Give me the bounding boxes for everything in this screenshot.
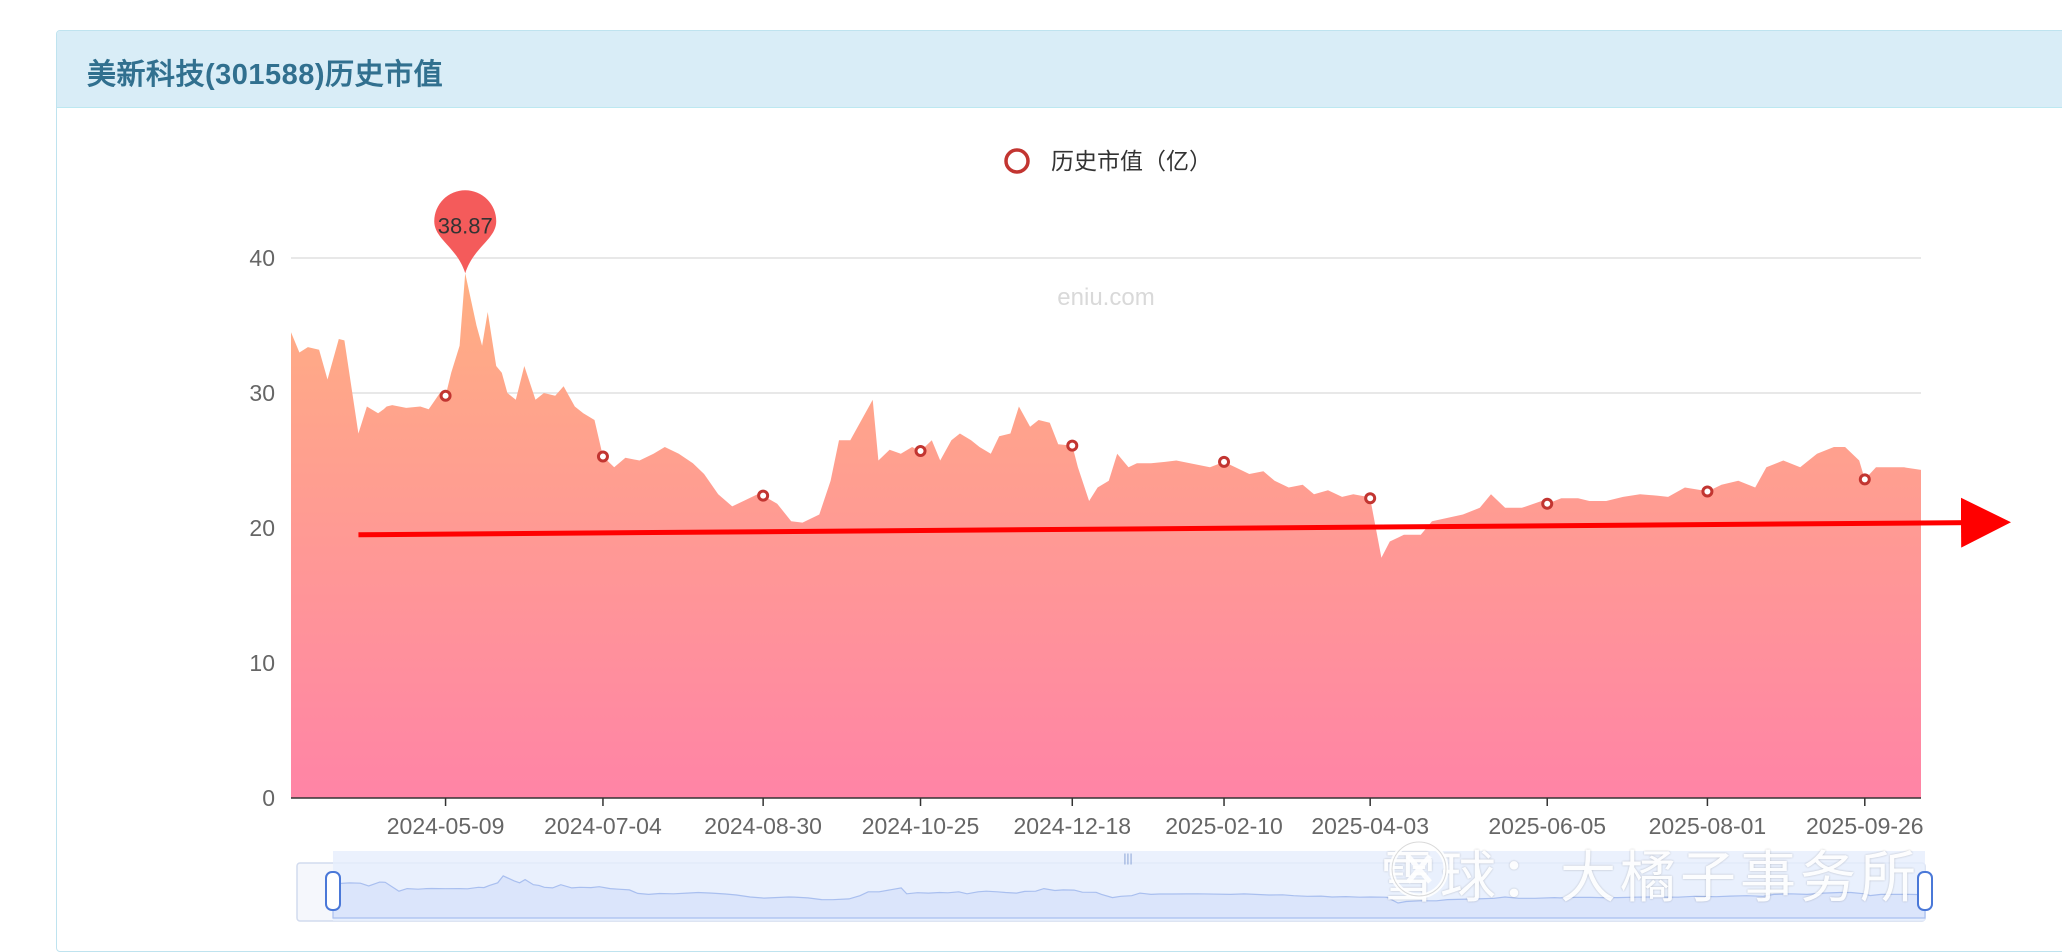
data-point-marker (1066, 439, 1079, 452)
xueqiu-logo-icon (1389, 839, 1449, 899)
panel-header: 美新科技(301588)历史市值 (57, 31, 2062, 108)
y-tick-label: 0 (262, 785, 275, 811)
y-tick-label: 10 (249, 650, 275, 676)
x-tick-label: 2024-10-25 (862, 813, 980, 839)
data-point-marker (596, 450, 609, 463)
slider-handle-left[interactable] (325, 871, 341, 911)
y-tick-label: 40 (249, 245, 275, 271)
legend-marker-icon (1004, 148, 1030, 174)
x-tick-label: 2025-04-03 (1311, 813, 1429, 839)
site-watermark: eniu.com (1057, 284, 1154, 311)
trend-arrow (358, 497, 2011, 548)
legend: 历史市值（亿） (1004, 148, 1212, 175)
data-point-marker (1858, 473, 1871, 486)
data-point-marker (1218, 455, 1231, 468)
x-tick-label: 2024-05-09 (387, 813, 505, 839)
x-tick-label: 2024-07-04 (544, 813, 662, 839)
data-point-marker (914, 445, 927, 458)
data-point-marker (439, 389, 452, 402)
data-point-marker (1541, 497, 1554, 510)
x-tick-label: 2025-02-10 (1165, 813, 1283, 839)
y-tick-label: 30 (249, 380, 275, 406)
data-zoom-slider: ||| (296, 851, 1933, 922)
x-tick-label: 2025-06-05 (1488, 813, 1606, 839)
x-tick-label: 2024-08-30 (704, 813, 822, 839)
max-value-label: 38.87 (438, 213, 493, 238)
y-tick-label: 20 (249, 515, 275, 541)
x-tick-label: 2025-08-01 (1649, 813, 1767, 839)
slider-preview (332, 875, 1926, 919)
legend-label: 历史市值（亿） (1051, 149, 1212, 175)
data-point-marker (757, 489, 770, 502)
data-point-marker (1701, 485, 1714, 498)
slider-drag-grip-icon[interactable]: ||| (1123, 851, 1132, 865)
market-cap-area (291, 273, 1921, 798)
data-point-marker (1364, 492, 1377, 505)
x-tick-label: 2025-09-26 (1806, 813, 1924, 839)
max-value-pin (434, 190, 497, 274)
x-tick-label: 2024-12-18 (1013, 813, 1131, 839)
slider-handle-right[interactable] (1917, 871, 1933, 911)
panel-title: 美新科技(301588)历史市值 (87, 59, 444, 91)
